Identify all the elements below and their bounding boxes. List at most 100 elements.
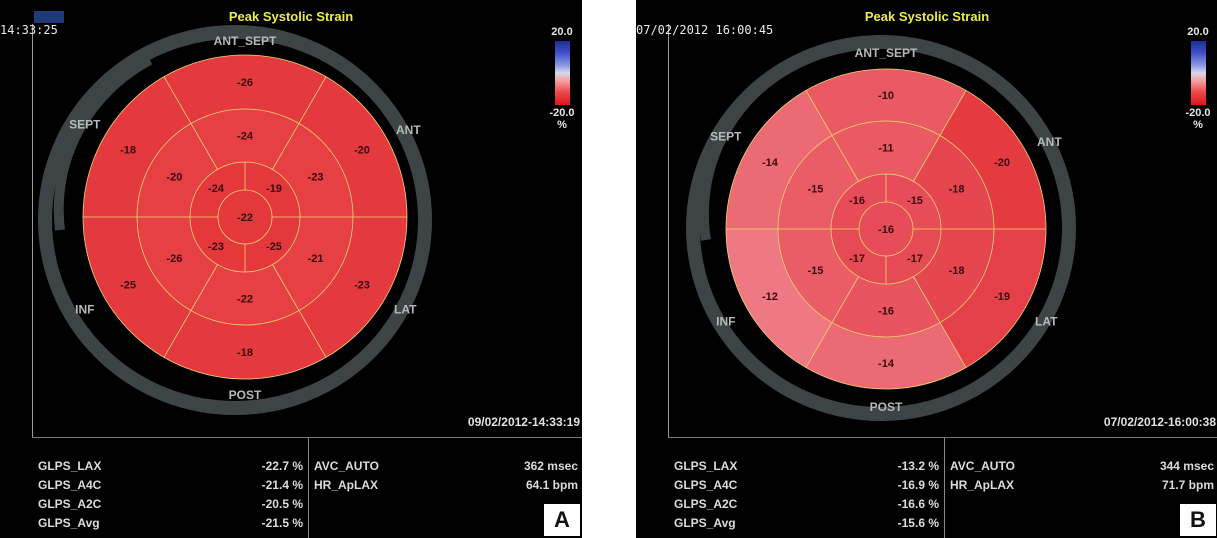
mid-value: -22 bbox=[237, 294, 253, 306]
mid-value: -15 bbox=[807, 265, 823, 277]
scale-bar bbox=[554, 41, 570, 105]
color-scale: 20.0 -20.0 % bbox=[1178, 26, 1217, 131]
stat-row: HR_ApLAX 64.1 bpm bbox=[314, 478, 578, 495]
mid-segment bbox=[272, 217, 353, 311]
basal-value: -23 bbox=[354, 280, 370, 292]
sector-divider bbox=[163, 76, 218, 170]
stat-row: GLPS_Avg -21.5 % bbox=[38, 516, 303, 533]
wall-label-ant: ANT bbox=[396, 123, 421, 137]
stat-row: AVC_AUTO 362 msec bbox=[314, 459, 578, 476]
stat-value: 71.7 bpm bbox=[1161, 478, 1214, 492]
basal-segment bbox=[726, 229, 832, 368]
wall-label-sept: SEPT bbox=[69, 118, 101, 132]
apical-segment bbox=[190, 217, 245, 272]
panel-label: A bbox=[544, 504, 580, 536]
mid-segment bbox=[272, 123, 353, 217]
scale-bar bbox=[1190, 41, 1206, 105]
color-scale: 20.0 -20.0 % bbox=[542, 26, 582, 131]
stat-value: 362 msec bbox=[523, 459, 578, 473]
basal-segment bbox=[299, 76, 407, 217]
stat-label: HR_ApLAX bbox=[950, 478, 1015, 492]
corner-marker bbox=[34, 11, 64, 23]
stat-value: -15.6 % bbox=[897, 516, 939, 530]
stat-value: -13.2 % bbox=[897, 459, 939, 473]
basal-value: -14 bbox=[762, 157, 779, 169]
apex-value: -16 bbox=[878, 224, 894, 236]
mid-value: -20 bbox=[166, 171, 182, 183]
scale-unit: % bbox=[1193, 119, 1203, 131]
mid-segment bbox=[191, 108, 299, 170]
mid-segment bbox=[137, 123, 218, 217]
scale-max: 20.0 bbox=[551, 26, 573, 38]
mid-value: -26 bbox=[166, 253, 182, 265]
mid-segment bbox=[832, 120, 940, 182]
stat-label: GLPS_LAX bbox=[674, 459, 738, 473]
segment-group bbox=[83, 54, 407, 379]
scale-min: -20.0 bbox=[549, 107, 575, 119]
apical-segment bbox=[245, 217, 300, 272]
apical-segment bbox=[886, 229, 941, 284]
stats-table: GLPS_LAX -22.7 % GLPS_A4C -21.4 % GLPS_A2C… bbox=[32, 437, 582, 538]
basal-segment bbox=[299, 217, 407, 358]
basal-segment bbox=[806, 322, 966, 389]
apical-segment bbox=[190, 162, 245, 217]
mid-value: -24 bbox=[237, 131, 254, 143]
panel-label: B bbox=[1180, 504, 1216, 536]
stat-row: HR_ApLAX 71.7 bpm bbox=[950, 478, 1214, 495]
mid-value: -23 bbox=[308, 171, 324, 183]
wall-label-inf: INF bbox=[75, 303, 94, 317]
bullseye-plot: -26 -20 -23 -18 -25 -18 -24 -23 -21 -22 -26 -20 -19 -… bbox=[38, 25, 432, 415]
apical-segment bbox=[245, 162, 300, 217]
stats-table: GLPS_LAX -13.2 % GLPS_A4C -16.9 % GLPS_A2C… bbox=[668, 437, 1217, 538]
panel-b: -10 -20 -19 -14 -12 -14 -11 -18 -18 -16 -15 -15 -15 -… bbox=[636, 0, 1217, 538]
plot-title: Peak Systolic Strain bbox=[228, 9, 354, 24]
mid-value: -15 bbox=[807, 183, 823, 195]
apical-segment bbox=[831, 174, 886, 229]
stats-divider bbox=[308, 438, 309, 538]
left-border-line bbox=[668, 24, 669, 437]
mid-segment bbox=[191, 264, 299, 325]
basal-value: -20 bbox=[994, 157, 1010, 169]
apical-value: -24 bbox=[208, 183, 225, 195]
bullseye-plot: -10 -20 -19 -14 -12 -14 -11 -18 -18 -16 -15 -15 -15 -… bbox=[686, 35, 1076, 421]
outer-ring bbox=[686, 35, 1076, 421]
stat-label: HR_ApLAX bbox=[314, 478, 379, 492]
mid-segment bbox=[832, 276, 940, 337]
mid-segment bbox=[778, 229, 859, 323]
segment-values: -10 -20 -19 -14 -12 -14 -11 -18 -18 -16 -15 -15 -15 -… bbox=[762, 90, 1010, 370]
basal-value: -14 bbox=[878, 358, 895, 370]
plot-title: Peak Systolic Strain bbox=[864, 9, 990, 24]
basal-segment bbox=[726, 90, 832, 229]
basal-value: -18 bbox=[120, 145, 136, 157]
segment-group bbox=[726, 68, 1046, 389]
apical-value: -19 bbox=[266, 183, 282, 195]
mid-segment bbox=[913, 229, 994, 323]
mid-value: -18 bbox=[949, 265, 965, 277]
wall-label-post: POST bbox=[229, 388, 262, 402]
stat-label: GLPS_Avg bbox=[38, 516, 100, 530]
mid-value: -11 bbox=[878, 143, 893, 155]
stat-value: -16.9 % bbox=[897, 478, 939, 492]
mid-segment bbox=[913, 135, 994, 229]
apical-value: -16 bbox=[849, 195, 865, 207]
sector-divider bbox=[272, 264, 327, 358]
timestamp-top: 14:33:25 bbox=[0, 23, 58, 37]
segment-values: -26 -20 -23 -18 -25 -18 -24 -23 -21 -22 -26 -20 -19 -… bbox=[120, 77, 370, 359]
apex-segment bbox=[859, 202, 913, 256]
stat-value: -16.6 % bbox=[897, 497, 939, 511]
apical-value: -25 bbox=[266, 241, 282, 253]
mid-value: -16 bbox=[878, 306, 894, 318]
wall-label-ant-sept: ANT_SEPT bbox=[855, 46, 918, 60]
basal-value: -19 bbox=[994, 291, 1010, 303]
apical-segment bbox=[886, 174, 941, 229]
mid-segment bbox=[137, 217, 218, 311]
timestamp-top: 07/02/2012 16:00:45 bbox=[636, 23, 774, 37]
panel-a: -26 -20 -23 -18 -25 -18 -24 -23 -21 -22 -26 -20 -19 -… bbox=[0, 0, 582, 538]
scale-max: 20.0 bbox=[1187, 26, 1209, 38]
outer-ring bbox=[38, 25, 432, 415]
wall-label-sept: SEPT bbox=[710, 130, 742, 144]
stat-label: AVC_AUTO bbox=[314, 459, 379, 473]
sector-divider bbox=[913, 90, 967, 182]
outer-arc bbox=[53, 55, 153, 231]
wall-label-ant-sept: ANT_SEPT bbox=[214, 34, 277, 48]
